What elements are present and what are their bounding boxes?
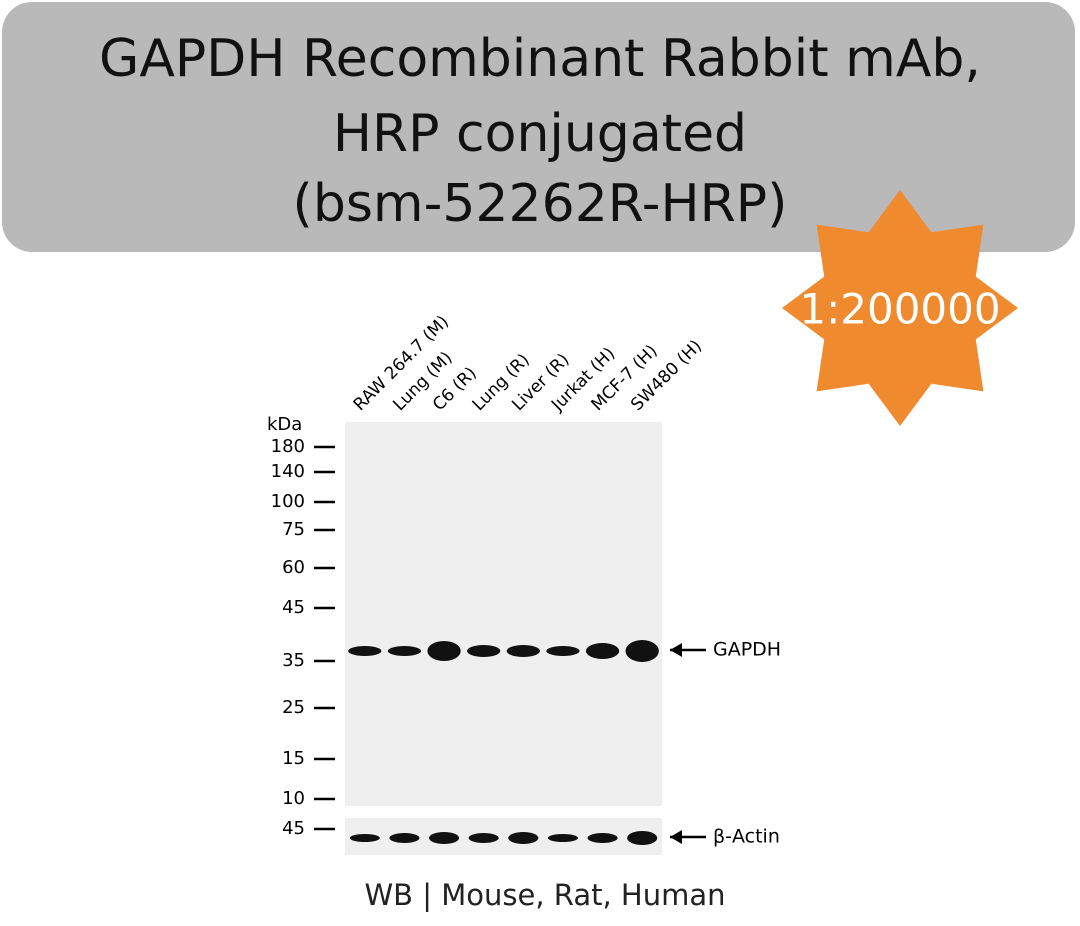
band: [625, 640, 659, 662]
band: [427, 641, 461, 661]
title-line: GAPDH Recombinant Rabbit mAb,: [99, 29, 981, 89]
marker-label: 25: [282, 697, 305, 718]
band: [387, 646, 422, 656]
band: [467, 645, 501, 657]
target-label: GAPDH: [713, 639, 781, 661]
blot-panel: [345, 422, 662, 806]
title-line: HRP conjugated: [333, 104, 747, 164]
band: [546, 646, 580, 656]
marker-label: 140: [271, 461, 305, 482]
badge-star: [782, 190, 1018, 426]
marker-label: 180: [271, 436, 305, 457]
band: [508, 832, 539, 844]
marker-label: 35: [282, 650, 305, 671]
band: [349, 834, 380, 842]
marker-label: 75: [282, 519, 305, 540]
band: [429, 832, 460, 844]
unit-label: kDa: [267, 414, 302, 435]
marker-label: 15: [282, 748, 305, 769]
band: [348, 646, 382, 656]
marker-label: 45: [282, 818, 305, 839]
band: [506, 645, 540, 657]
band: [547, 834, 578, 842]
band: [587, 833, 618, 843]
dilution: 1:200000: [799, 285, 1000, 334]
arrow-head: [670, 643, 682, 657]
marker-label: 100: [271, 491, 305, 512]
marker-label: 60: [282, 557, 305, 578]
title-box: [2, 2, 1075, 252]
title-line: (bsm-52262R-HRP): [293, 174, 788, 234]
marker-label: 45: [282, 597, 305, 618]
marker-label: 10: [282, 788, 305, 809]
band: [585, 643, 620, 659]
caption: WB | Mouse, Rat, Human: [365, 878, 726, 912]
band: [468, 833, 499, 843]
arrow-head: [670, 830, 682, 844]
loading-label: β-Actin: [713, 826, 780, 848]
band: [389, 833, 420, 843]
band: [627, 831, 658, 845]
